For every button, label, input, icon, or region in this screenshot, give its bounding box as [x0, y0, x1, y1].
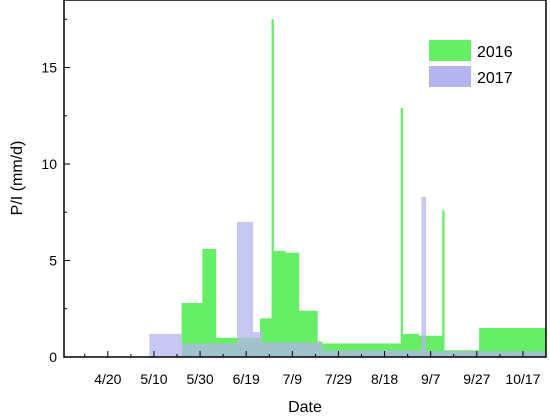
series-area-2016 — [181, 19, 546, 358]
x-tick-label: 7/29 — [325, 371, 352, 387]
legend-swatch-2016 — [429, 40, 471, 61]
y-tick-label: 0 — [49, 349, 57, 365]
legend: 2016 2017 — [429, 40, 513, 87]
legend-swatch-2017 — [429, 66, 471, 87]
ticks-layer: 4/20 5/10 5/30 6/19 7/9 7/29 8/18 9/7 9/27 10/17 0… — [41, 18, 541, 387]
x-tick-label: 5/10 — [140, 371, 167, 387]
plot-frame — [63, 0, 547, 358]
y-tick-label: 5 — [49, 253, 57, 269]
x-axis-label: Date — [288, 399, 322, 416]
y-tick-label: 10 — [41, 156, 57, 172]
x-tick-label: 4/20 — [94, 371, 121, 387]
x-tick-label: 9/27 — [463, 371, 490, 387]
y-tick-label: 15 — [41, 60, 57, 76]
series-layer — [149, 19, 546, 358]
x-tick-label: 7/9 — [283, 371, 303, 387]
legend-label-2017: 2017 — [477, 70, 513, 87]
x-tick-label: 9/7 — [421, 371, 441, 387]
x-tick-label: 10/17 — [505, 371, 540, 387]
x-tick-label: 5/30 — [186, 371, 213, 387]
y-axis-label: P/I (mm/d) — [9, 141, 26, 216]
legend-label-2016: 2016 — [477, 44, 513, 61]
x-tick-label: 6/19 — [233, 371, 260, 387]
x-tick-label: 8/18 — [371, 371, 398, 387]
series-area-2017 — [149, 196, 546, 357]
